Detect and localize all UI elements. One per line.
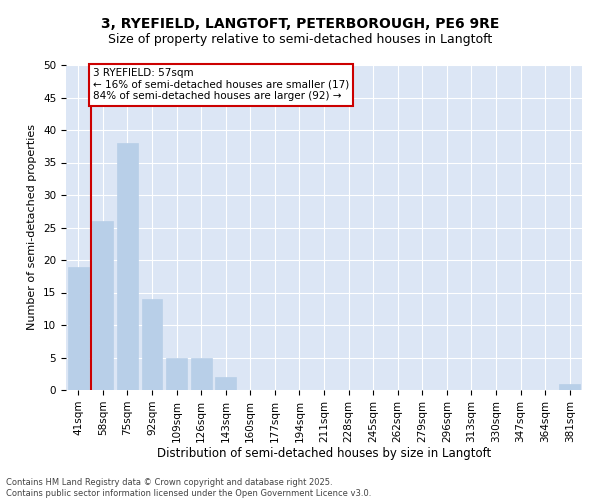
Bar — [215, 377, 236, 390]
Bar — [142, 299, 163, 390]
Bar — [191, 358, 212, 390]
Text: Contains HM Land Registry data © Crown copyright and database right 2025.
Contai: Contains HM Land Registry data © Crown c… — [6, 478, 371, 498]
Bar — [92, 221, 113, 390]
Bar — [117, 143, 138, 390]
Text: 3, RYEFIELD, LANGTOFT, PETERBOROUGH, PE6 9RE: 3, RYEFIELD, LANGTOFT, PETERBOROUGH, PE6… — [101, 18, 499, 32]
Text: 3 RYEFIELD: 57sqm
← 16% of semi-detached houses are smaller (17)
84% of semi-det: 3 RYEFIELD: 57sqm ← 16% of semi-detached… — [93, 68, 349, 102]
Bar — [559, 384, 580, 390]
Y-axis label: Number of semi-detached properties: Number of semi-detached properties — [28, 124, 37, 330]
Bar — [68, 266, 89, 390]
Bar — [166, 358, 187, 390]
Text: Size of property relative to semi-detached houses in Langtoft: Size of property relative to semi-detach… — [108, 32, 492, 46]
X-axis label: Distribution of semi-detached houses by size in Langtoft: Distribution of semi-detached houses by … — [157, 448, 491, 460]
